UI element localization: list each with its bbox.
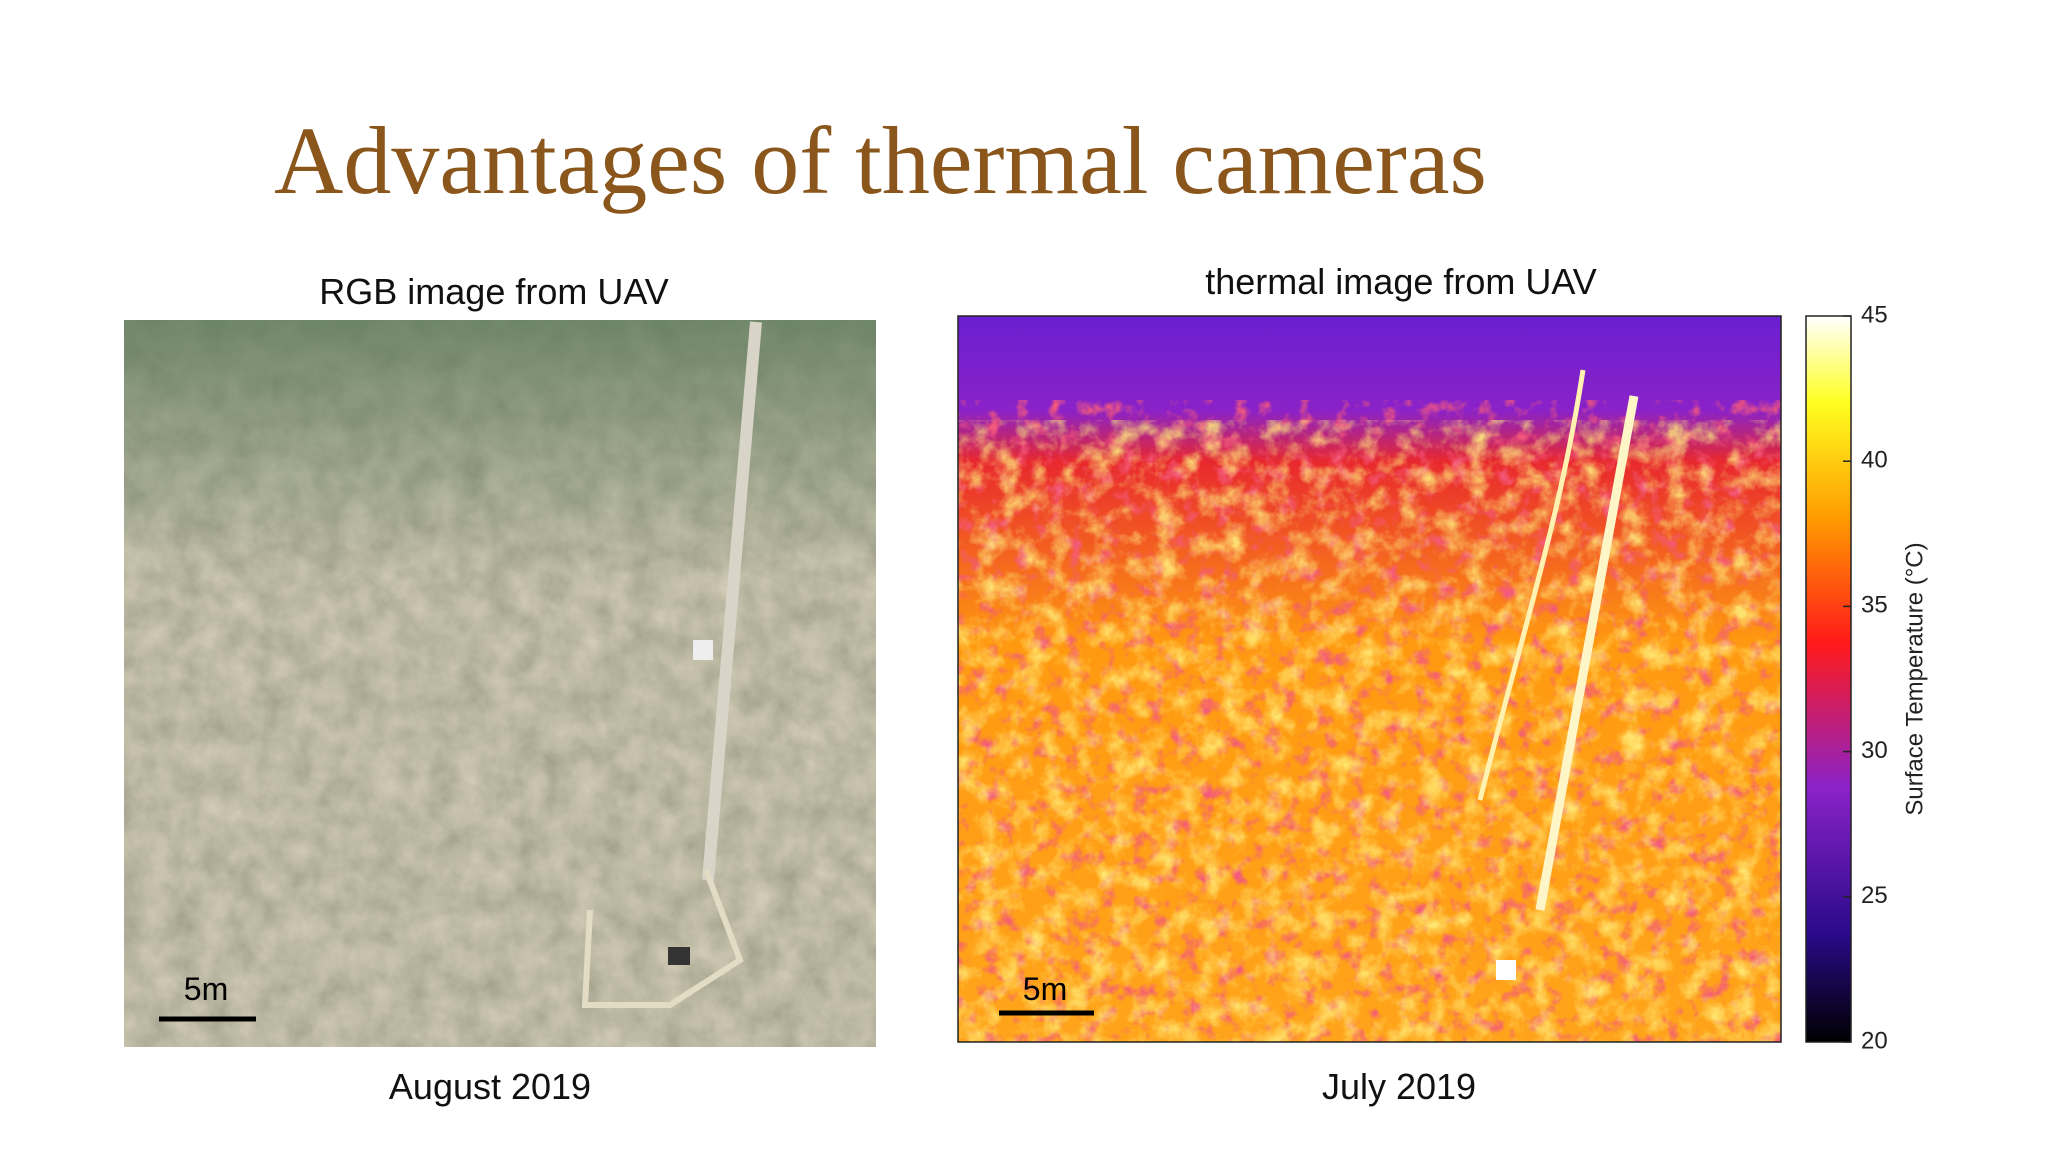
colorbar-tick-label: 25 <box>1861 882 1888 909</box>
colorbar <box>1805 315 1852 1043</box>
slide-title: Advantages of thermal cameras <box>274 107 1487 214</box>
scale-label: 5m <box>1023 971 1067 1007</box>
colorbar-tick-label: 30 <box>1861 737 1888 764</box>
panel-caption: July 2019 <box>1322 1066 1476 1107</box>
thermal-image <box>958 316 1781 1042</box>
panel-heading: thermal image from UAV <box>1205 261 1596 302</box>
panel-caption: August 2019 <box>389 1066 591 1107</box>
colorbar-label: Surface Temperature (°C) <box>1901 542 1928 815</box>
colorbar-tick-label: 45 <box>1861 301 1888 328</box>
colorbar-ticks: 20 25 30 35 40 45 <box>1843 301 1888 1054</box>
colorbar-tick-label: 35 <box>1861 592 1888 619</box>
panel-heading: RGB image from UAV <box>319 271 668 312</box>
colorbar-tick-label: 20 <box>1861 1027 1888 1054</box>
scale-label: 5m <box>184 971 228 1007</box>
thermal-frame <box>957 315 1782 1043</box>
colorbar-tick-label: 40 <box>1861 447 1888 474</box>
rgb-image <box>124 320 876 1047</box>
